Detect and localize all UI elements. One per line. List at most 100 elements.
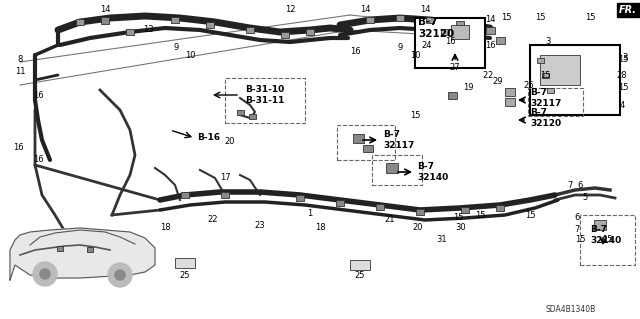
Text: 15: 15 bbox=[525, 211, 535, 219]
Text: 15: 15 bbox=[410, 110, 420, 120]
Bar bbox=[594, 220, 606, 230]
Text: 7: 7 bbox=[567, 181, 573, 189]
Bar bbox=[451, 25, 469, 39]
Text: FR.: FR. bbox=[619, 5, 637, 15]
Bar bbox=[447, 92, 456, 99]
Bar bbox=[306, 29, 314, 35]
Bar bbox=[495, 36, 504, 43]
Bar bbox=[225, 78, 305, 123]
Bar bbox=[175, 258, 195, 268]
Text: 15: 15 bbox=[602, 235, 612, 244]
Text: 15: 15 bbox=[585, 13, 595, 23]
Text: 15: 15 bbox=[618, 56, 628, 64]
Text: 3: 3 bbox=[545, 38, 550, 47]
Text: B-7
32117: B-7 32117 bbox=[530, 88, 561, 108]
Text: 16: 16 bbox=[484, 41, 495, 49]
Text: 6: 6 bbox=[574, 213, 580, 222]
Bar bbox=[366, 17, 374, 23]
Bar bbox=[372, 155, 422, 185]
Text: 29: 29 bbox=[493, 78, 503, 86]
Circle shape bbox=[40, 269, 50, 279]
Text: 4: 4 bbox=[620, 100, 625, 109]
Bar bbox=[281, 32, 289, 38]
Text: 14: 14 bbox=[100, 5, 110, 14]
Text: 20: 20 bbox=[413, 224, 423, 233]
Text: B-31-10
B-31-11: B-31-10 B-31-11 bbox=[245, 85, 284, 105]
Text: 16: 16 bbox=[349, 48, 360, 56]
Bar bbox=[486, 26, 495, 33]
Text: 15: 15 bbox=[575, 235, 585, 244]
Bar bbox=[547, 87, 554, 93]
Text: 20: 20 bbox=[225, 137, 236, 146]
Text: FR.: FR. bbox=[619, 5, 637, 15]
Circle shape bbox=[115, 270, 125, 280]
Bar bbox=[221, 192, 229, 198]
Bar bbox=[350, 260, 370, 270]
Bar bbox=[353, 133, 364, 143]
Text: 10: 10 bbox=[185, 51, 195, 61]
Text: 14: 14 bbox=[360, 5, 371, 14]
Bar bbox=[528, 88, 583, 116]
Text: 25: 25 bbox=[180, 271, 190, 279]
Bar bbox=[337, 125, 395, 160]
Bar bbox=[206, 22, 214, 28]
Circle shape bbox=[33, 262, 57, 286]
Bar bbox=[536, 57, 543, 63]
Text: 23: 23 bbox=[255, 220, 266, 229]
Text: 15: 15 bbox=[500, 13, 511, 23]
Bar bbox=[496, 205, 504, 211]
Text: 8: 8 bbox=[17, 56, 22, 64]
Text: 15: 15 bbox=[618, 84, 628, 93]
Text: B-7
32117: B-7 32117 bbox=[383, 130, 414, 150]
Bar bbox=[386, 163, 398, 173]
Text: B-7
32120: B-7 32120 bbox=[418, 17, 454, 39]
Bar bbox=[363, 145, 373, 152]
Text: 18: 18 bbox=[315, 224, 325, 233]
Text: 15: 15 bbox=[535, 13, 545, 23]
Bar bbox=[396, 15, 404, 21]
Text: 16: 16 bbox=[33, 155, 44, 165]
Text: 15: 15 bbox=[475, 211, 485, 219]
Bar bbox=[296, 195, 304, 201]
Text: 19: 19 bbox=[463, 84, 473, 93]
Bar bbox=[237, 109, 243, 115]
Text: 31: 31 bbox=[436, 235, 447, 244]
Text: 14: 14 bbox=[420, 5, 430, 14]
Bar bbox=[441, 29, 449, 35]
Text: 30: 30 bbox=[456, 224, 467, 233]
Text: 17: 17 bbox=[220, 174, 230, 182]
Text: B-7
32140: B-7 32140 bbox=[417, 162, 448, 182]
Text: 22: 22 bbox=[208, 216, 218, 225]
Text: 24: 24 bbox=[422, 41, 432, 49]
Bar bbox=[87, 247, 93, 251]
Text: 16: 16 bbox=[33, 91, 44, 100]
Polygon shape bbox=[10, 228, 155, 280]
Text: 9: 9 bbox=[173, 43, 179, 53]
Text: 9: 9 bbox=[397, 43, 403, 53]
Text: 2: 2 bbox=[488, 70, 493, 79]
Bar bbox=[336, 200, 344, 206]
Text: 27: 27 bbox=[450, 63, 460, 71]
Text: 12: 12 bbox=[285, 5, 295, 14]
Bar bbox=[181, 192, 189, 198]
Bar bbox=[57, 246, 63, 250]
Bar bbox=[580, 215, 635, 265]
Bar bbox=[126, 29, 134, 35]
Bar bbox=[171, 17, 179, 23]
Text: 10: 10 bbox=[410, 50, 420, 60]
Text: 28: 28 bbox=[617, 70, 627, 79]
Text: B-7
32120: B-7 32120 bbox=[530, 108, 561, 128]
Circle shape bbox=[108, 263, 132, 287]
Bar bbox=[246, 27, 254, 33]
Bar bbox=[101, 17, 109, 24]
Text: 13: 13 bbox=[143, 26, 154, 34]
Bar bbox=[456, 21, 464, 27]
Bar bbox=[76, 19, 84, 25]
Text: 16: 16 bbox=[445, 38, 455, 47]
Text: 26: 26 bbox=[524, 80, 534, 90]
Text: 21: 21 bbox=[385, 216, 396, 225]
Bar bbox=[505, 88, 515, 96]
Bar bbox=[426, 17, 434, 23]
Bar bbox=[540, 55, 580, 85]
Text: 16: 16 bbox=[13, 144, 23, 152]
